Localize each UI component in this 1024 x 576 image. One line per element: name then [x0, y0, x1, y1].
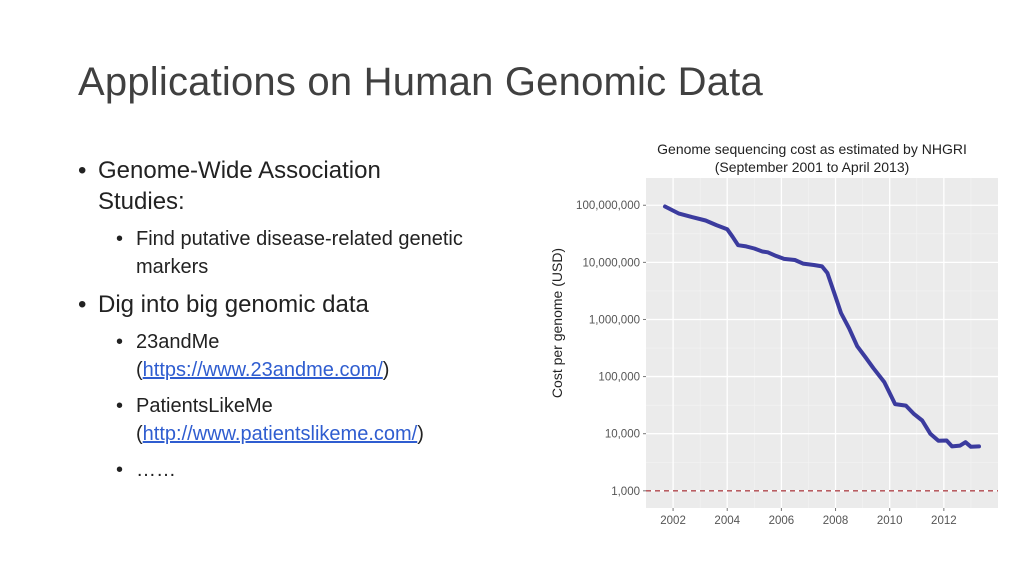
sub-bullet-dot: •: [116, 459, 124, 481]
y-axis-label: Cost per genome (USD): [549, 248, 565, 398]
sub-bullet-ellipsis: • ……: [78, 456, 528, 484]
paren-open: (: [136, 423, 143, 445]
cost-series-line: [663, 204, 981, 449]
y-tick-label: 1,000,000: [589, 314, 640, 326]
bullet-big-data: • Dig into big genomic data: [78, 289, 528, 320]
x-tick-label: 2012: [931, 515, 957, 527]
bullet-gwas: • Genome-Wide Association Studies:: [78, 155, 528, 217]
bullet-list: • Genome-Wide Association Studies: • Fin…: [78, 155, 528, 492]
bullet-gwas-line-1: Genome-Wide Association: [98, 157, 381, 184]
y-tick-label: 10,000: [605, 429, 640, 441]
paren-open: (: [136, 359, 143, 381]
sub-bullet-ellipsis-text: ……: [136, 459, 176, 481]
bullet-gwas-line-2: Studies:: [98, 188, 185, 215]
bullet-dot: •: [78, 291, 87, 318]
sub-bullet-dot: •: [116, 331, 124, 353]
sub-bullet-markers-line-2: markers: [136, 256, 209, 278]
chart-title-line: (September 2001 to April 2013): [715, 159, 910, 175]
y-tick-label: 100,000: [598, 372, 640, 384]
patientslikeme-link[interactable]: http://www.patientslikeme.com/: [142, 423, 418, 445]
23andme-link[interactable]: https://www.23andme.com/: [142, 359, 383, 381]
x-tick-label: 2010: [877, 515, 903, 527]
x-tick-label: 2002: [660, 515, 686, 527]
y-tick-label: 100,000,000: [576, 200, 640, 212]
bullet-dot: •: [78, 157, 87, 184]
sub-bullet-23andme: • 23andMe (https://www.23andme.com/): [78, 328, 528, 384]
x-tick-label: 2004: [714, 515, 740, 527]
sub-bullet-markers: • Find putative disease-related genetic …: [78, 225, 528, 281]
sub-bullet-patientslikeme-text: PatientsLikeMe: [136, 395, 273, 417]
paren-close: ): [382, 359, 390, 381]
y-tick-label: 10,000,000: [582, 257, 640, 269]
plot-background: [646, 178, 998, 508]
sub-bullet-dot: •: [116, 395, 124, 417]
sub-bullet-dot: •: [116, 228, 124, 250]
slide-title: Applications on Human Genomic Data: [78, 60, 763, 104]
chart-title-line: Genome sequencing cost as estimated by N…: [657, 141, 967, 157]
sub-bullet-patientslikeme: • PatientsLikeMe (http://www.patientslik…: [78, 392, 528, 448]
x-tick-label: 2008: [823, 515, 849, 527]
bullet-big-data-text: Dig into big genomic data: [98, 291, 369, 318]
sub-bullet-markers-line-1: Find putative disease-related genetic: [136, 228, 463, 250]
paren-close: ): [417, 423, 424, 445]
sub-bullet-23andme-text: 23andMe: [136, 331, 220, 353]
x-tick-label: 2006: [769, 515, 795, 527]
y-tick-label: 1,000: [611, 486, 640, 498]
genome-cost-chart: 1,000 10,000 100,000 1,000,000 10,000,000 100…: [549, 141, 998, 527]
